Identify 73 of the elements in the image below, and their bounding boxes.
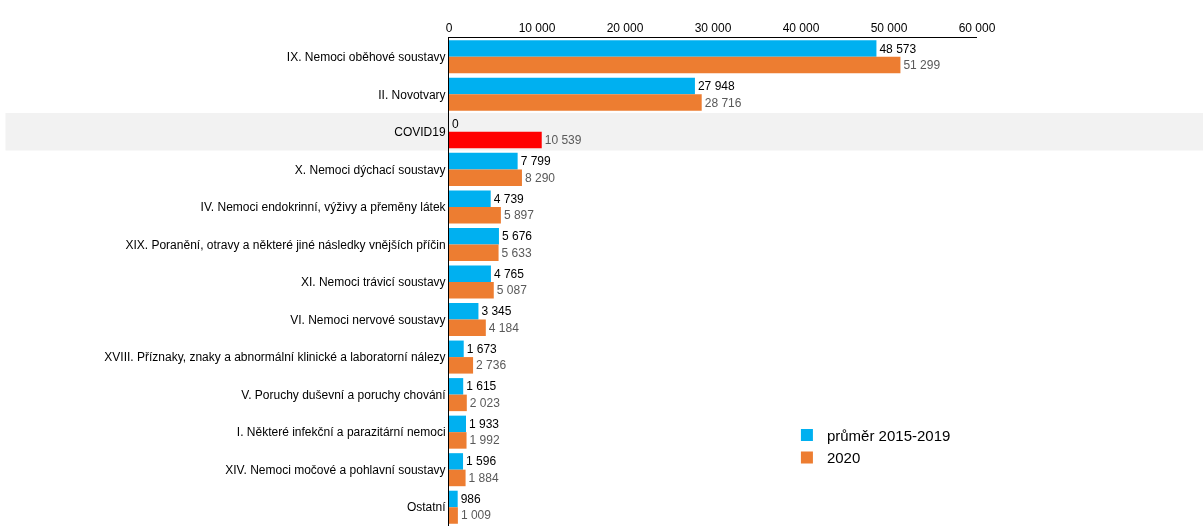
bar [449, 152, 518, 170]
data-label: 48 573 [879, 41, 917, 56]
data-label: 1 992 [469, 433, 500, 448]
y-tick-label: I. Některé infekční a parazitární nemoci [236, 425, 446, 440]
data-label: 28 716 [704, 95, 742, 110]
data-label: 2 736 [476, 358, 507, 373]
bar [449, 282, 494, 299]
data-label: 1 884 [468, 470, 499, 485]
data-label: 5 087 [496, 283, 528, 298]
bar [449, 77, 695, 95]
data-label: 51 299 [903, 58, 941, 73]
bar [449, 432, 467, 449]
bar [449, 190, 491, 207]
data-label: 10 539 [544, 133, 582, 148]
bar [449, 415, 467, 433]
y-tick-label: II. Novotvary [378, 87, 446, 102]
bar [449, 94, 702, 111]
data-label: 3 345 [481, 304, 512, 319]
x-tick-label: 30 000 [694, 21, 732, 36]
bar [449, 340, 464, 358]
bar [449, 469, 466, 487]
bar [449, 507, 458, 524]
data-label: 7 799 [520, 154, 551, 169]
data-label: 5 897 [503, 208, 535, 223]
bar [449, 265, 491, 282]
bar [449, 453, 464, 470]
data-label: 1 673 [466, 341, 498, 356]
bar [449, 319, 486, 337]
y-tick-label: X. Nemoci dýchací soustavy [294, 162, 446, 177]
data-label: 5 633 [501, 245, 532, 260]
bar [449, 244, 499, 261]
bar [449, 56, 901, 74]
bar [449, 394, 467, 412]
bar [449, 357, 474, 374]
bar [449, 490, 458, 508]
bar [449, 40, 877, 57]
y-tick-label: IX. Nemoci oběhové soustavy [286, 49, 446, 64]
y-tick-label: IV. Nemoci endokrinní, výživy a přeměny látek [200, 200, 447, 215]
y-tick-label: VI. Nemoci nervové soustavy [290, 312, 446, 327]
data-label: 4 739 [493, 191, 525, 206]
data-label: 27 948 [697, 79, 735, 94]
y-tick-label: COVID19 [394, 125, 446, 140]
data-label: 1 009 [460, 508, 492, 523]
x-tick-label: 0 [445, 21, 453, 36]
y-tick-label: XIX. Poranění, otravy a některé jiné následky vnějších příčin [125, 237, 446, 252]
bar [449, 169, 522, 186]
x-tick-label: 20 000 [606, 21, 644, 36]
data-label: 2 023 [469, 395, 501, 410]
y-tick-label: Ostatní [406, 500, 447, 515]
data-label: 4 184 [488, 320, 520, 335]
legend-label: průměr 2015-2019 [826, 426, 951, 444]
data-label: 5 676 [501, 229, 533, 244]
y-tick-label: XIV. Nemoci močové a pohlavní soustavy [225, 462, 446, 477]
bar [449, 303, 479, 320]
x-tick-label: 10 000 [518, 21, 556, 36]
data-label: 1 615 [466, 379, 497, 394]
x-tick-label: 60 000 [958, 21, 996, 36]
bar [449, 378, 464, 395]
x-tick-label: 40 000 [782, 21, 820, 36]
data-label: 1 933 [469, 416, 500, 431]
data-label: 986 [460, 491, 482, 506]
y-tick-label: V. Poruchy duševní a poruchy chování [241, 387, 447, 402]
bar [449, 206, 501, 224]
data-label: 0 [452, 116, 459, 131]
data-label: 1 596 [466, 454, 497, 469]
bar [449, 227, 499, 245]
bar [449, 131, 542, 149]
y-tick-label: XVIII. Příznaky, znaky a abnormální klinické a laboratorní nálezy [104, 350, 446, 365]
data-label: 8 290 [524, 170, 556, 185]
data-label: 4 765 [493, 266, 525, 281]
legend-label: 2020 [826, 449, 861, 467]
x-tick-label: 50 000 [870, 21, 908, 36]
y-tick-label: XI. Nemoci trávicí soustavy [300, 275, 446, 290]
